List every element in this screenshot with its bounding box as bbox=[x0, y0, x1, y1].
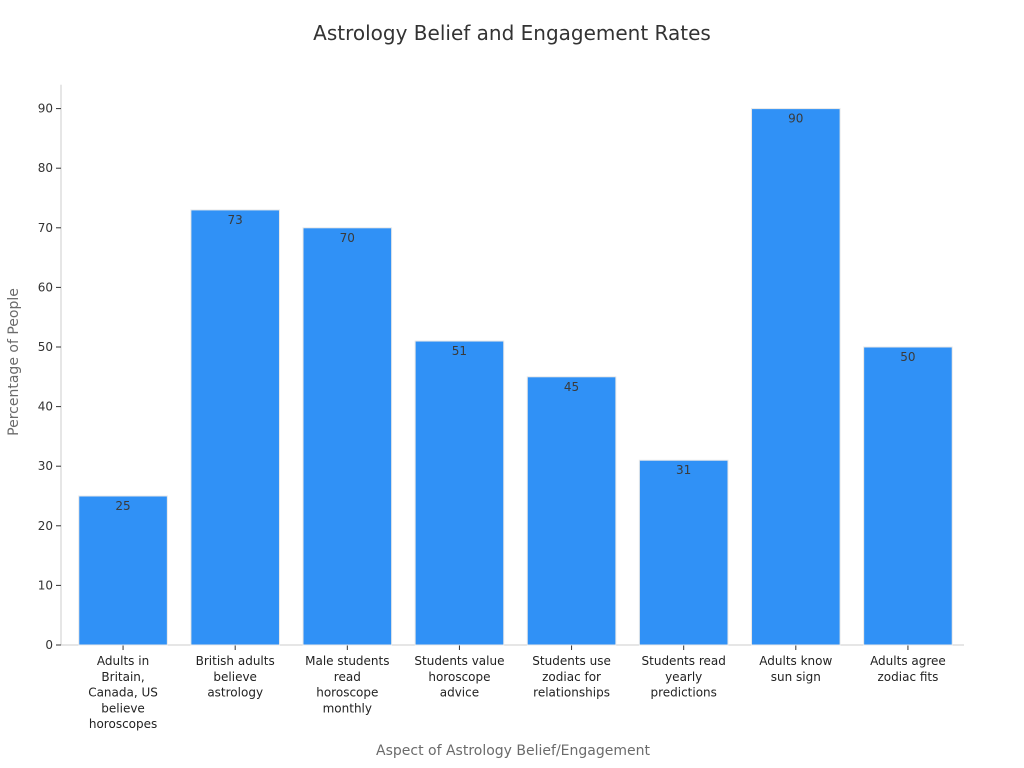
chart-title: Astrology Belief and Engagement Rates bbox=[313, 21, 711, 45]
bar-value-label: 70 bbox=[340, 231, 355, 245]
bar-value-label: 31 bbox=[676, 463, 691, 477]
x-tick-label-line: Britain, bbox=[101, 670, 144, 684]
y-tick-label: 20 bbox=[38, 519, 53, 533]
y-tick-label: 70 bbox=[38, 221, 53, 235]
bar bbox=[526, 376, 617, 646]
x-axis: Adults in Britain, Canada, US believe horosc… bbox=[61, 644, 964, 731]
bar-value-label: 73 bbox=[228, 213, 243, 227]
x-tick-label-line: monthly bbox=[323, 701, 372, 715]
x-tick-label: Students read yearly predictions bbox=[642, 654, 726, 700]
x-tick-label: Adults know sun sign bbox=[759, 654, 832, 684]
x-tick-label-line: astrology bbox=[207, 686, 263, 700]
x-tick-label-line: Adults in bbox=[97, 654, 149, 668]
x-tick-label-line: Male students bbox=[305, 654, 389, 668]
bar-value-label: 45 bbox=[564, 380, 579, 394]
x-tick-label-line: believe bbox=[213, 670, 257, 684]
x-tick-label: Students use zodiac for relationships bbox=[532, 654, 611, 700]
x-tick-label-line: Students value bbox=[414, 654, 504, 668]
y-tick-label: 50 bbox=[38, 340, 53, 354]
bar-value-label: 51 bbox=[452, 344, 467, 358]
x-tick-label: Adults agree zodiac fits bbox=[870, 654, 946, 684]
x-tick-label-line: Adults agree bbox=[870, 654, 946, 668]
x-tick-label-line: Students use bbox=[532, 654, 611, 668]
x-tick-label: Adults in Britain, Canada, US believe horosc… bbox=[88, 654, 158, 731]
bar-value-label: 90 bbox=[788, 112, 803, 126]
bar bbox=[638, 459, 729, 646]
x-tick-label-line: advice bbox=[440, 686, 479, 700]
y-tick-label: 80 bbox=[38, 161, 53, 175]
x-tick-label-line: horoscopes bbox=[89, 717, 157, 731]
x-tick-label-line: yearly bbox=[665, 670, 702, 684]
y-tick-label: 10 bbox=[38, 578, 53, 592]
bars: 25 73 70 51 45 31 90 50 bbox=[78, 108, 953, 646]
x-tick-label-line: predictions bbox=[650, 686, 716, 700]
x-tick-label-line: sun sign bbox=[771, 670, 821, 684]
x-tick-label-line: horoscope bbox=[316, 686, 378, 700]
bar bbox=[78, 495, 168, 646]
x-tick-label-line: believe bbox=[101, 701, 145, 715]
bar-value-label: 50 bbox=[900, 350, 915, 364]
y-axis: 0 10 20 30 40 50 60 70 80 90 bbox=[38, 84, 62, 652]
x-tick-label: Students value horoscope advice bbox=[414, 654, 504, 700]
bar bbox=[190, 209, 280, 646]
x-tick-label-line: zodiac for bbox=[542, 670, 601, 684]
y-tick-label: 30 bbox=[38, 459, 53, 473]
x-tick-label-line: read bbox=[334, 670, 361, 684]
x-tick-label-line: British adults bbox=[196, 654, 275, 668]
x-tick-label-line: Canada, US bbox=[88, 686, 158, 700]
bar bbox=[302, 227, 393, 646]
x-tick-label-line: Adults know bbox=[759, 654, 832, 668]
x-tick-label-line: relationships bbox=[533, 686, 610, 700]
x-tick-label-line: horoscope bbox=[428, 670, 490, 684]
x-tick-label-line: Students read bbox=[642, 654, 726, 668]
y-tick-label: 0 bbox=[45, 638, 53, 652]
x-axis-title: Aspect of Astrology Belief/Engagement bbox=[376, 743, 650, 759]
y-tick-label: 90 bbox=[38, 102, 53, 116]
y-tick-label: 60 bbox=[38, 280, 53, 294]
y-axis-title: Percentage of People bbox=[6, 288, 22, 436]
x-tick-label-line: zodiac fits bbox=[878, 670, 939, 684]
bar-value-label: 25 bbox=[115, 499, 130, 513]
y-tick-label: 40 bbox=[38, 400, 53, 414]
bar bbox=[414, 340, 505, 646]
bar bbox=[863, 346, 953, 646]
bar bbox=[751, 108, 841, 646]
x-tick-label: British adults believe astrology bbox=[196, 654, 275, 700]
x-tick-label: Male students read horoscope monthly bbox=[305, 654, 389, 715]
